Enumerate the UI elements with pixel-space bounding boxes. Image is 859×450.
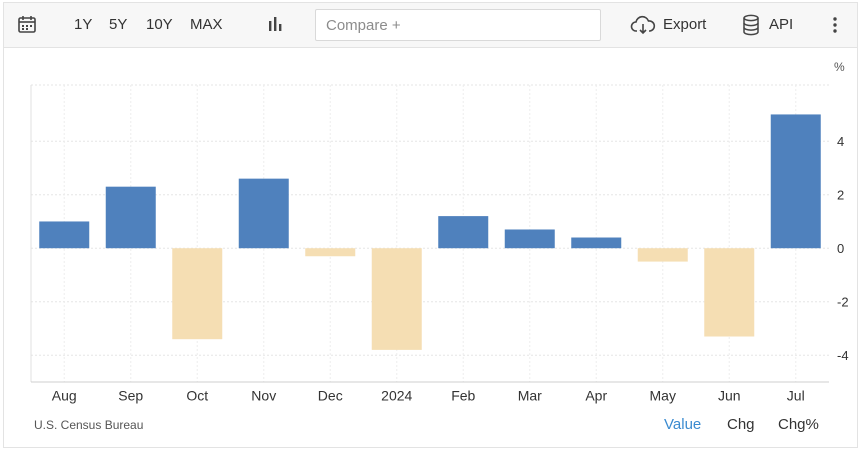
y-tick-label: 2 <box>837 188 844 203</box>
x-tick-label: Oct <box>186 388 208 404</box>
tab-value[interactable]: Value <box>664 416 702 433</box>
range-10y-button[interactable]: 10Y <box>146 16 173 33</box>
bar-0 <box>39 221 90 249</box>
chart-widget: 1Y 5Y 10Y MAX Export API Aug Sep Oct Nov Dec… <box>3 2 858 448</box>
tab-chg[interactable]: Chg <box>727 416 755 433</box>
chart-toolbar: 1Y 5Y 10Y MAX Export API <box>4 3 857 48</box>
x-tick-label: Feb <box>451 388 475 404</box>
bar-11 <box>770 114 821 249</box>
x-tick-label: Apr <box>585 388 607 404</box>
bar-9 <box>637 248 688 262</box>
x-tick-label: 2024 <box>381 388 412 404</box>
calendar-icon[interactable] <box>17 14 37 39</box>
cloud-download-icon[interactable] <box>630 15 656 40</box>
y-tick-label: 4 <box>837 134 844 149</box>
bar-chart-icon[interactable] <box>265 14 285 39</box>
export-button[interactable]: Export <box>663 16 707 33</box>
bar-10 <box>704 248 755 337</box>
x-tick-label: Sep <box>118 388 143 404</box>
tab-chg-pct[interactable]: Chg% <box>778 416 819 433</box>
y-tick-label: -4 <box>837 348 849 363</box>
bar-4 <box>305 248 356 257</box>
bar-7 <box>504 229 555 249</box>
x-tick-label: May <box>650 388 676 404</box>
bar-chart: Aug Sep Oct Nov Dec 2024 Feb Mar Apr May Jun Jul 4 2 0… <box>30 60 849 404</box>
x-tick-label: Jun <box>718 388 741 404</box>
range-max-button[interactable]: MAX <box>190 16 223 33</box>
range-5y-button[interactable]: 5Y <box>109 16 128 33</box>
bar-8 <box>571 237 622 249</box>
bar-1 <box>105 186 156 249</box>
database-icon[interactable] <box>742 14 760 41</box>
x-tick-label: Jul <box>787 388 805 404</box>
source-label: U.S. Census Bureau <box>34 418 144 432</box>
x-tick-label: Dec <box>318 388 343 404</box>
bar-6 <box>438 216 489 249</box>
y-unit-label: % <box>834 60 845 74</box>
x-tick-label: Nov <box>251 388 276 404</box>
kebab-menu-icon[interactable] <box>830 16 840 39</box>
y-tick-label: -2 <box>837 295 849 310</box>
y-tick-label: 0 <box>837 241 844 256</box>
x-tick-label: Mar <box>518 388 542 404</box>
x-tick-label: Aug <box>52 388 77 404</box>
api-button[interactable]: API <box>769 16 794 33</box>
bar-2 <box>172 248 223 340</box>
bar-5 <box>371 248 422 350</box>
compare-input[interactable] <box>315 9 601 41</box>
range-1y-button[interactable]: 1Y <box>74 16 93 33</box>
bar-3 <box>238 178 289 249</box>
